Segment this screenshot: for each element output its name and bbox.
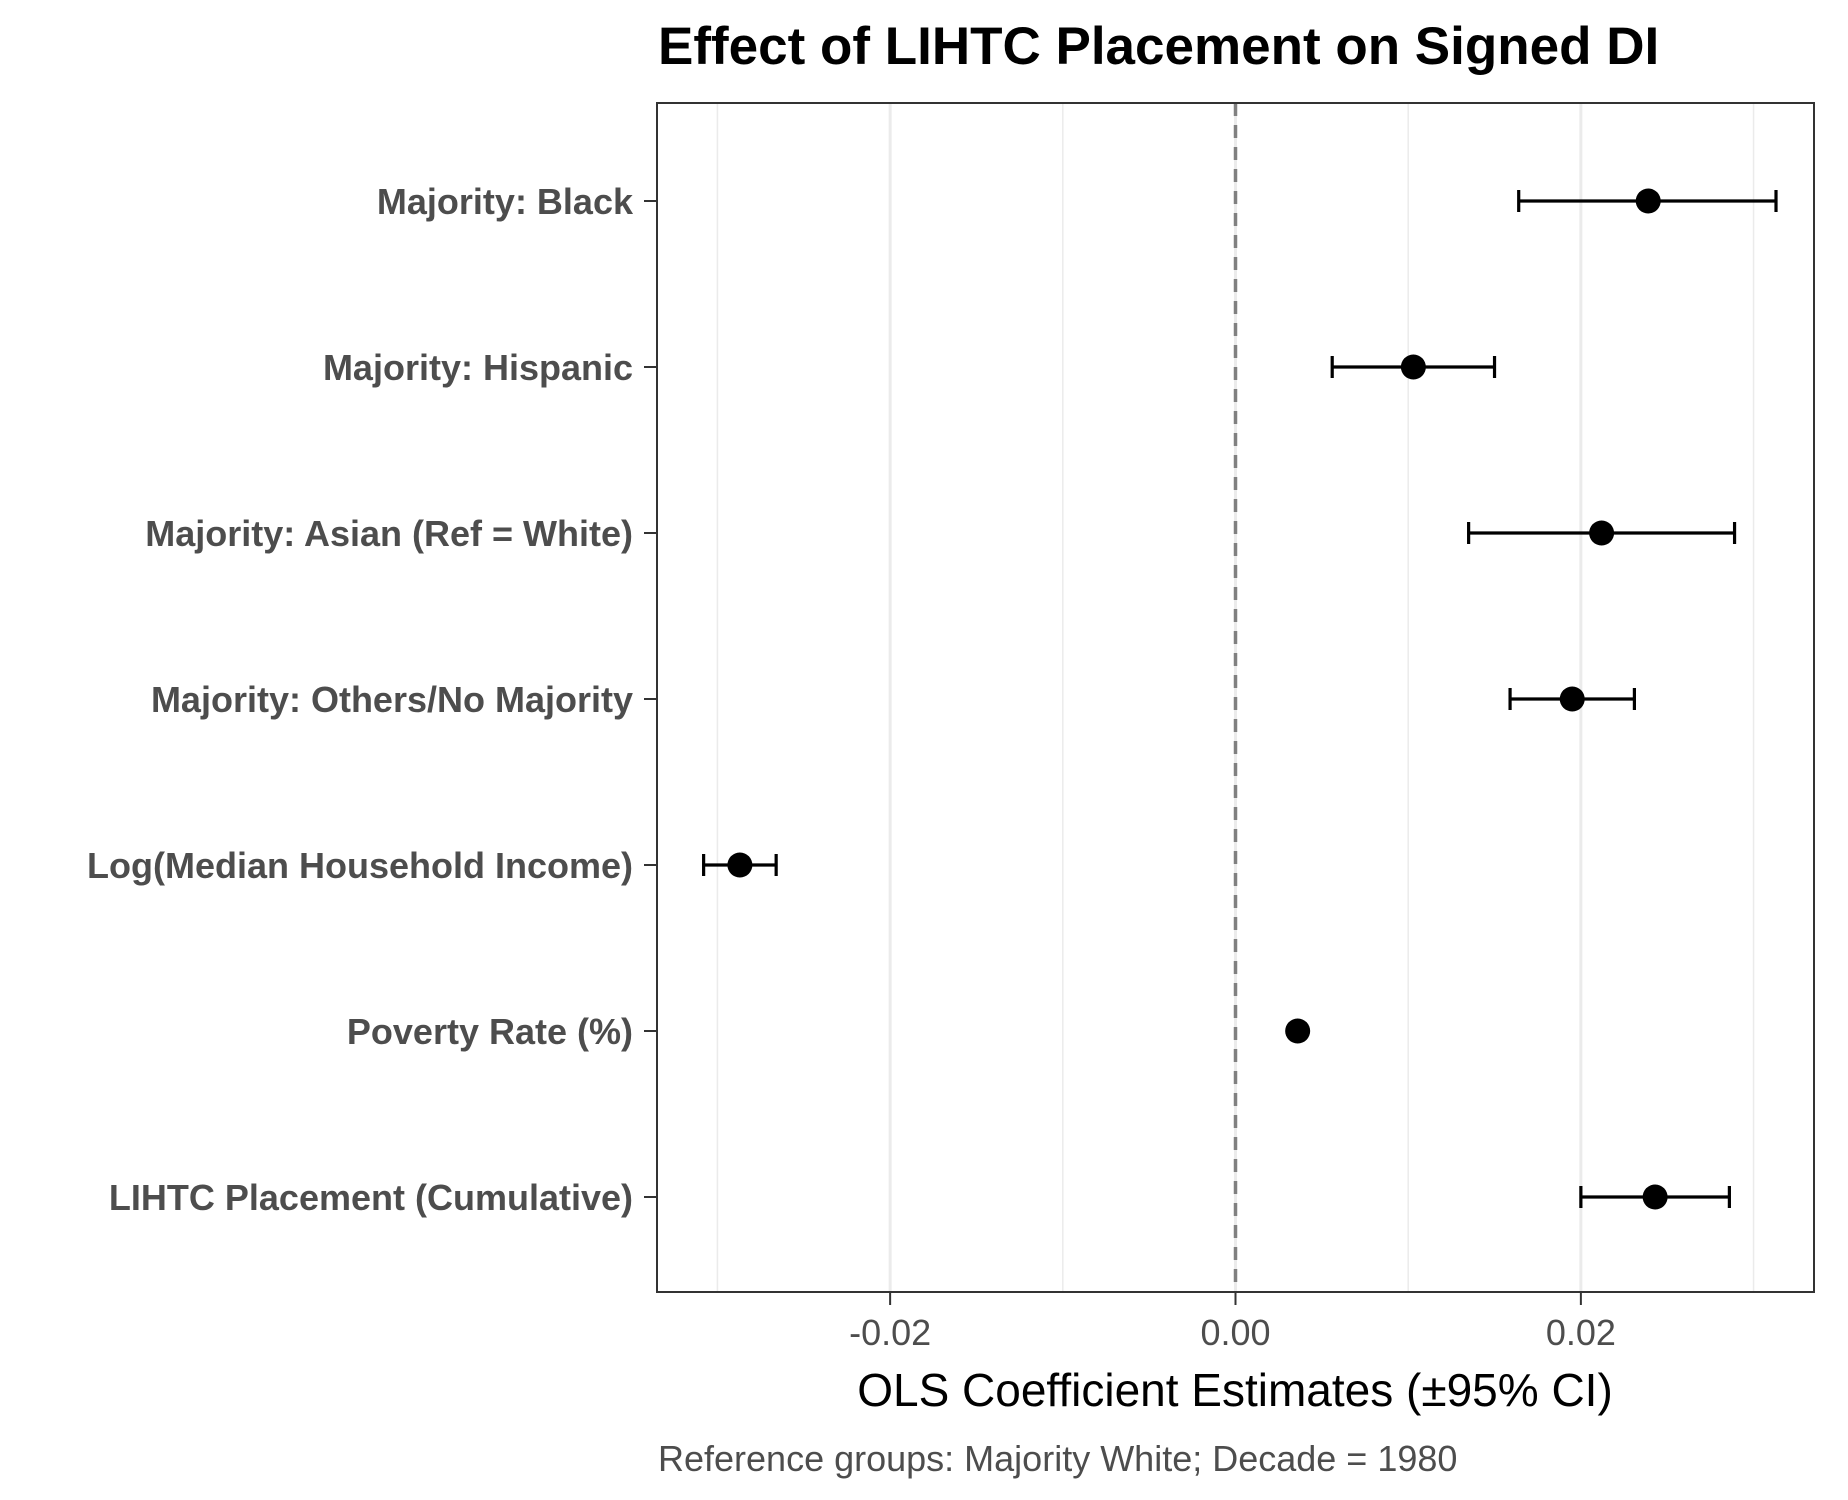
y-tick-label: Majority: Hispanic bbox=[323, 347, 633, 388]
x-tick-label: 0.02 bbox=[1546, 1312, 1616, 1353]
point-estimate bbox=[1635, 188, 1661, 214]
point-estimate bbox=[727, 852, 753, 878]
point-estimate bbox=[1559, 686, 1585, 712]
error-bars bbox=[702, 190, 1778, 1208]
x-tick-label: 0.00 bbox=[1200, 1312, 1270, 1353]
x-axis: -0.02 0.00 0.02 bbox=[849, 1292, 1616, 1353]
point-estimate bbox=[1642, 1184, 1668, 1210]
chart-caption: Reference groups: Majority White; Decade… bbox=[658, 1438, 1457, 1479]
point-estimates bbox=[727, 188, 1668, 1210]
y-axis: Majority: Black Majority: Hispanic Majorit… bbox=[87, 181, 657, 1218]
y-tick-label: Majority: Black bbox=[377, 181, 634, 222]
x-axis-title: OLS Coefficient Estimates (±95% CI) bbox=[857, 1364, 1613, 1416]
y-tick-label: LIHTC Placement (Cumulative) bbox=[109, 1177, 633, 1218]
y-tick-label: Log(Median Household Income) bbox=[87, 845, 633, 886]
x-tick-label: -0.02 bbox=[849, 1312, 931, 1353]
y-tick-label: Majority: Asian (Ref = White) bbox=[145, 513, 633, 554]
y-tick-label: Majority: Others/No Majority bbox=[151, 679, 633, 720]
point-estimate bbox=[1285, 1018, 1311, 1044]
y-tick-label: Poverty Rate (%) bbox=[347, 1011, 633, 1052]
chart-title: Effect of LIHTC Placement on Signed DI bbox=[658, 17, 1659, 76]
point-estimate bbox=[1589, 520, 1615, 546]
point-estimate bbox=[1400, 354, 1426, 380]
